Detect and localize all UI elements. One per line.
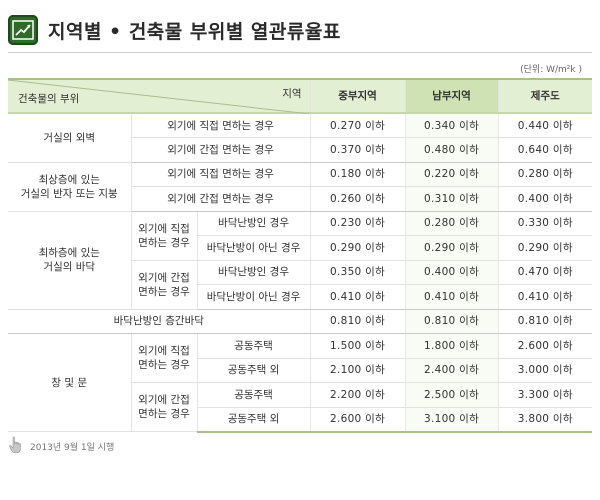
value-central: 0.370 이하 bbox=[309, 137, 406, 163]
table-row: 외기에 간접 면하는 경우 바닥난방인 경우 0.350 이하 0.400 이하… bbox=[8, 260, 593, 310]
value-south: 0.290 이하 bbox=[404, 235, 499, 261]
subcondition-cell: 공동주택 bbox=[196, 333, 311, 359]
subcondition-cell: 바닥난방인 경우 bbox=[196, 211, 311, 236]
value-central: 0.410 이하 bbox=[309, 284, 406, 310]
value-south: 0.310 이하 bbox=[404, 186, 499, 212]
chart-trend-icon bbox=[8, 15, 38, 45]
part-cell: 최상층에 있는 거실의 반자 또는 지붕 bbox=[8, 162, 131, 212]
part-cell: 거실의 외벽 bbox=[8, 113, 131, 163]
condition-cell: 외기에 간접 면하는 경우 bbox=[130, 382, 197, 432]
table-row: 거실의 외벽 외기에 직접 면하는 경우 0.270 이하 0.340 이하 0… bbox=[8, 113, 593, 163]
table-row: 외기에 간접 면하는 경우 0.260 이하 0.310 이하 0.400 이하 bbox=[8, 186, 593, 212]
building-part-header: 건축물의 부위 bbox=[18, 93, 80, 105]
value-jeju: 0.440 이하 bbox=[497, 113, 593, 138]
table-row: 최상층에 있는 거실의 반자 또는 지붕 외기에 직접 면하는 경우 0.180… bbox=[8, 162, 593, 212]
value-central: 0.230 이하 bbox=[309, 211, 406, 236]
value-central: 2.100 이하 bbox=[309, 358, 406, 383]
value-jeju: 0.290 이하 bbox=[497, 235, 593, 261]
condition-cell: 외기에 직접 면하는 경우 bbox=[130, 162, 311, 187]
value-south: 1.800 이하 bbox=[404, 333, 499, 359]
value-central: 1.500 이하 bbox=[309, 333, 406, 359]
subcondition-cell: 바닥난방인 경우 bbox=[196, 260, 311, 285]
value-central: 0.810 이하 bbox=[309, 309, 406, 334]
value-south: 0.410 이하 bbox=[404, 284, 499, 310]
region-south-header: 남부지역 bbox=[404, 78, 499, 114]
condition-cell: 외기에 간접 면하는 경우 bbox=[130, 186, 311, 212]
value-south: 0.340 이하 bbox=[404, 113, 499, 138]
table-row: 바닥난방이 아닌 경우 0.290 이하 0.290 이하 0.290 이하 bbox=[8, 235, 593, 261]
value-south: 2.400 이하 bbox=[404, 358, 499, 383]
region-central-header: 중부지역 bbox=[309, 78, 406, 114]
value-south: 2.500 이하 bbox=[404, 382, 499, 408]
value-central: 0.290 이하 bbox=[309, 235, 406, 261]
diagonal-divider bbox=[8, 80, 310, 114]
title-divider bbox=[8, 52, 592, 53]
table-row: 외기에 간접 면하는 경우 공동주택 2.200 이하 2.500 이하 3.3… bbox=[8, 382, 593, 432]
value-jeju: 0.400 이하 bbox=[497, 186, 593, 212]
condition-cell: 외기에 간접 면하는 경우 bbox=[130, 260, 197, 310]
table-row: 창 및 문 외기에 직접 면하는 경우 공동주택 1.500 이하 1.800 … bbox=[8, 333, 593, 432]
value-south: 0.480 이하 bbox=[404, 137, 499, 163]
corner-header: 건축물의 부위 지역 bbox=[8, 78, 311, 114]
subcondition-cell: 바닥난방이 아닌 경우 bbox=[196, 284, 311, 310]
condition-cell: 외기에 직접 면하는 경우 bbox=[130, 113, 311, 138]
u-value-table-container: 건축물의 부위 지역 중부지역 남부지역 제주도 거실의 외벽 외기에 직접 면… bbox=[8, 78, 593, 433]
subcondition-cell: 공동주택 외 bbox=[196, 407, 311, 433]
value-south: 3.100 이하 bbox=[404, 407, 499, 433]
region-jeju-header: 제주도 bbox=[497, 78, 593, 114]
page-header: 지역별 • 건축물 부위별 열관류율표 bbox=[8, 10, 592, 50]
value-jeju: 0.810 이하 bbox=[497, 309, 593, 334]
value-central: 0.270 이하 bbox=[309, 113, 406, 138]
value-jeju: 3.800 이하 bbox=[497, 407, 593, 433]
condition-cell: 외기에 간접 면하는 경우 bbox=[130, 137, 311, 163]
effective-date-text: 2013년 9월 1일 시행 bbox=[30, 443, 115, 453]
table-row: 공동주택 외 2.600 이하 3.100 이하 3.800 이하 bbox=[8, 407, 593, 433]
value-jeju: 0.640 이하 bbox=[497, 137, 593, 163]
condition-cell: 외기에 직접 면하는 경우 bbox=[130, 211, 197, 261]
value-central: 2.600 이하 bbox=[309, 407, 406, 433]
table-row: 최하층에 있는 거실의 바닥 외기에 직접 면하는 경우 바닥난방인 경우 0.… bbox=[8, 211, 593, 310]
part-cell: 창 및 문 bbox=[8, 333, 131, 432]
value-jeju: 3.000 이하 bbox=[497, 358, 593, 383]
subcondition-cell: 공동주택 bbox=[196, 382, 311, 408]
value-jeju: 0.280 이하 bbox=[497, 162, 593, 187]
region-header: 지역 bbox=[282, 88, 302, 100]
subcondition-cell: 공동주택 외 bbox=[196, 358, 311, 383]
value-central: 0.180 이하 bbox=[309, 162, 406, 187]
value-central: 0.260 이하 bbox=[309, 186, 406, 212]
value-central: 0.350 이하 bbox=[309, 260, 406, 285]
value-jeju: 3.300 이하 bbox=[497, 382, 593, 408]
table-row: 바닥난방이 아닌 경우 0.410 이하 0.410 이하 0.410 이하 bbox=[8, 284, 593, 310]
value-central: 2.200 이하 bbox=[309, 382, 406, 408]
value-south: 0.400 이하 bbox=[404, 260, 499, 285]
value-jeju: 0.410 이하 bbox=[497, 284, 593, 310]
value-south: 0.810 이하 bbox=[404, 309, 499, 334]
subcondition-cell: 바닥난방이 아닌 경우 bbox=[196, 235, 311, 261]
unit-label: (단위: W/m²k ) bbox=[520, 65, 582, 75]
value-jeju: 2.600 이하 bbox=[497, 333, 593, 359]
value-jeju: 0.330 이하 bbox=[497, 211, 593, 236]
pointing-hand-icon bbox=[8, 436, 24, 457]
table-row: 바닥난방인 층간바닥 0.810 이하 0.810 이하 0.810 이하 bbox=[8, 309, 593, 334]
table-row: 공동주택 외 2.100 이하 2.400 이하 3.000 이하 bbox=[8, 358, 593, 383]
value-jeju: 0.470 이하 bbox=[497, 260, 593, 285]
effective-date-note: 2013년 9월 1일 시행 bbox=[8, 436, 114, 457]
condition-cell: 외기에 직접 면하는 경우 bbox=[130, 333, 197, 383]
value-south: 0.220 이하 bbox=[404, 162, 499, 187]
part-cell: 최하층에 있는 거실의 바닥 bbox=[8, 211, 131, 310]
page-title: 지역별 • 건축물 부위별 열관류율표 bbox=[48, 20, 341, 43]
table-row: 외기에 간접 면하는 경우 0.370 이하 0.480 이하 0.640 이하 bbox=[8, 137, 593, 163]
value-south: 0.280 이하 bbox=[404, 211, 499, 236]
part-cell: 바닥난방인 층간바닥 bbox=[8, 309, 311, 334]
u-value-table: 건축물의 부위 지역 중부지역 남부지역 제주도 거실의 외벽 외기에 직접 면… bbox=[8, 78, 593, 433]
table-header-row: 건축물의 부위 지역 중부지역 남부지역 제주도 bbox=[8, 78, 593, 114]
